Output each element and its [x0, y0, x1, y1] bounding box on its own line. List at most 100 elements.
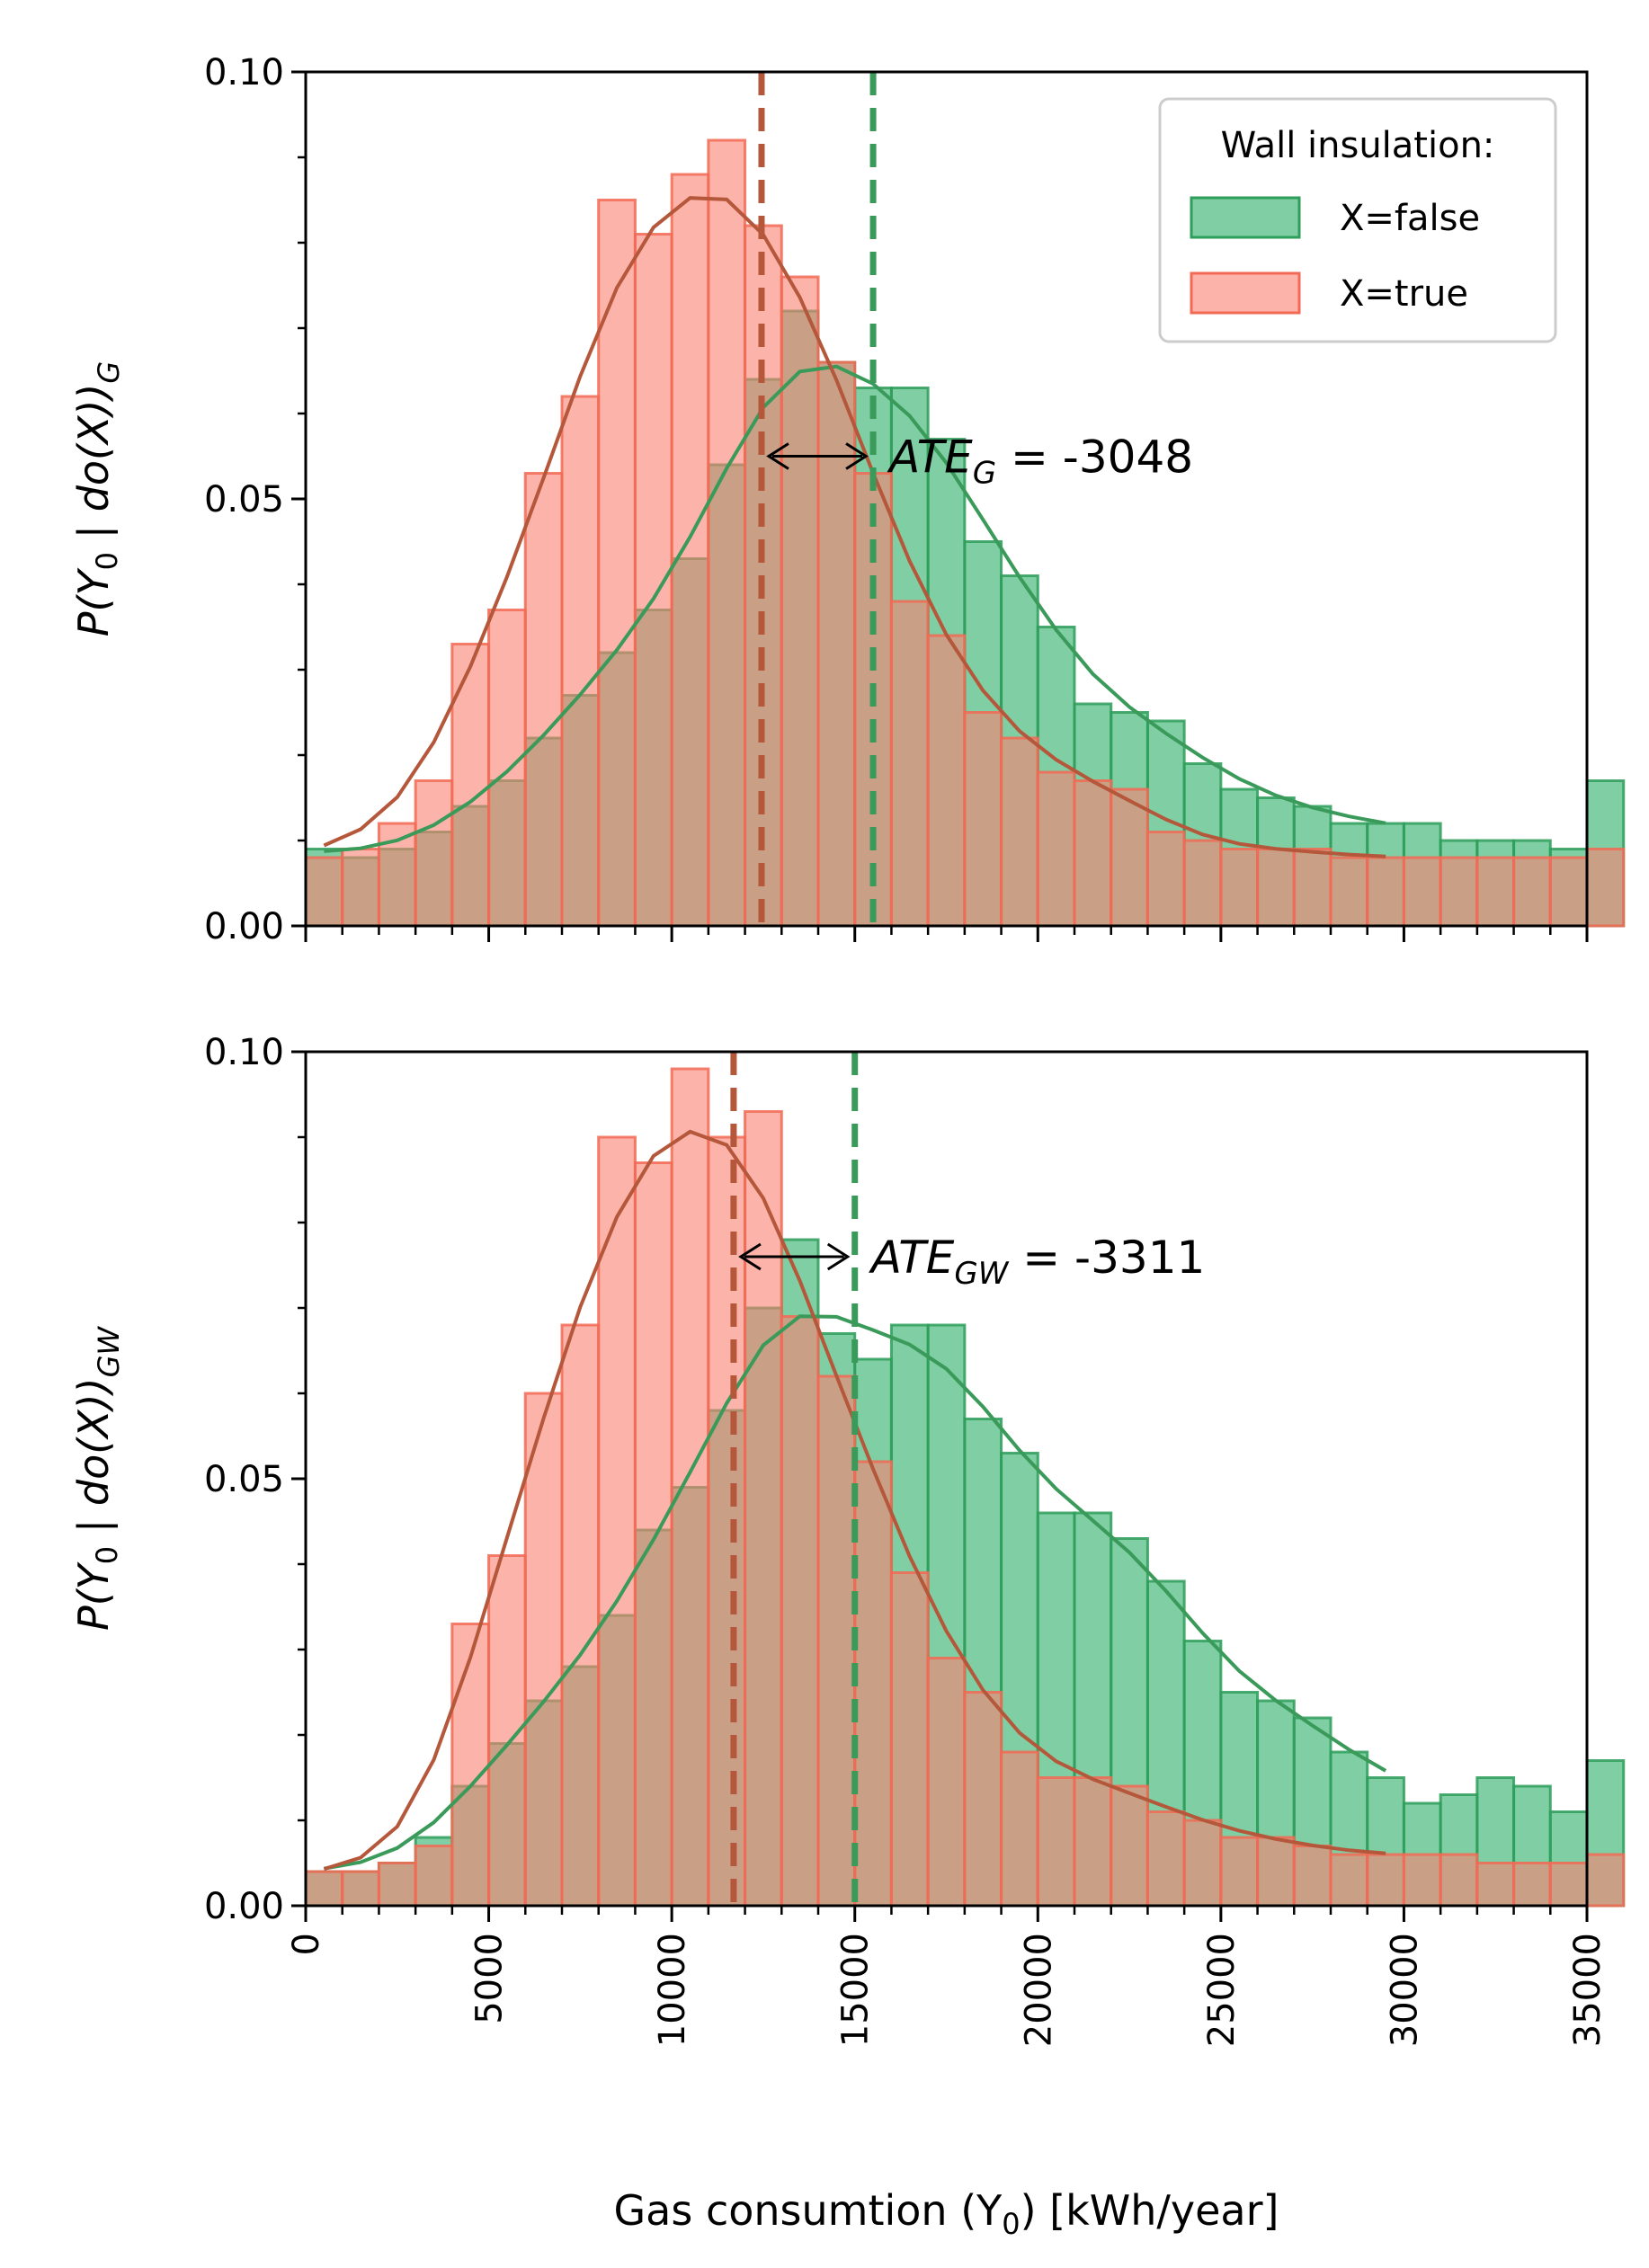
ate-arrow-head-right: [845, 442, 869, 470]
bar: [1110, 1784, 1149, 1908]
bar: [1366, 856, 1405, 928]
y-axis-label: P(Y0 | do(X))GW: [69, 1326, 126, 1631]
y-axis-label: P(Y0 | do(X))G: [69, 361, 126, 636]
y-tick-label: 0.10: [204, 1032, 284, 1073]
y-tick-label: 0.05: [204, 1459, 284, 1500]
bar: [1000, 1750, 1039, 1908]
bar: [414, 1845, 454, 1908]
bar: [1366, 1853, 1405, 1908]
ate-arrow-head-right: [826, 1242, 851, 1271]
bar: [926, 1657, 967, 1908]
bar: [780, 275, 820, 928]
legend-swatch-true: [1190, 271, 1301, 315]
bar: [1036, 1776, 1076, 1908]
bar: [670, 1067, 710, 1908]
bar: [670, 173, 710, 928]
bar: [1292, 848, 1333, 928]
bar: [707, 138, 747, 928]
bar: [560, 395, 601, 928]
bar: [1548, 856, 1589, 928]
bar: [341, 1870, 380, 1908]
y-tick-label: 0.05: [204, 479, 284, 520]
bar: [1292, 1845, 1333, 1908]
bar: [377, 1862, 417, 1908]
x-tick-label: 20000: [1018, 1933, 1059, 2047]
bar: [1512, 1862, 1552, 1908]
bar: [1585, 1853, 1626, 1908]
bar: [1219, 1836, 1260, 1908]
bottom-panel: ATEGW = -3311 0.00 0.05 0.10 0 5000 10000 15000…: [69, 1032, 1626, 2241]
bar: [1073, 1776, 1113, 1908]
bar: [450, 1623, 491, 1908]
y-tick-label: 0.00: [204, 906, 284, 947]
y-tick-label: 0.00: [204, 1886, 284, 1927]
bar: [414, 779, 454, 928]
bar: [487, 609, 527, 928]
bar: [707, 1135, 747, 1908]
bar: [1256, 848, 1296, 928]
ate-arrow: [738, 1242, 851, 1271]
bar: [889, 1571, 930, 1908]
x-tick-label: 10000: [652, 1933, 693, 2047]
bar: [450, 643, 491, 928]
bar: [1329, 856, 1369, 928]
bar: [963, 711, 1003, 928]
x-tick-label: 30000: [1384, 1933, 1425, 2047]
bar: [1402, 1853, 1442, 1908]
bar: [853, 1460, 893, 1908]
bar: [1475, 856, 1516, 928]
ate-annotation: ATEG = -3048: [887, 431, 1193, 492]
bar: [780, 1315, 820, 1908]
bar: [523, 1392, 564, 1908]
bar: [1512, 856, 1552, 928]
bar: [1256, 1836, 1296, 1908]
y-tick-label: 0.10: [204, 52, 284, 93]
bar: [889, 600, 930, 928]
legend: Wall insulation: X=false X=true: [1158, 97, 1557, 343]
bar: [597, 1135, 637, 1908]
ate-arrow-head-left: [766, 442, 789, 470]
bar: [1073, 779, 1113, 928]
bar: [1036, 770, 1076, 928]
bar: [1145, 1810, 1186, 1908]
bar: [523, 472, 564, 928]
bar: [816, 1374, 857, 1908]
density-curve-true: [323, 196, 1386, 858]
bar: [1475, 1862, 1516, 1908]
legend-title: Wall insulation:: [1221, 125, 1495, 166]
ate-annotation: ATEGW = -3311: [869, 1232, 1206, 1292]
bar: [597, 199, 637, 928]
bar: [926, 634, 967, 928]
x-tick-label: 0: [286, 1933, 327, 1955]
bar: [1110, 787, 1149, 928]
density-curve-false: [324, 364, 1386, 853]
bar: [1145, 831, 1186, 928]
bar: [1585, 848, 1626, 928]
x-tick-label: 5000: [469, 1933, 511, 2024]
ate-arrow: [766, 442, 869, 470]
bar: [1329, 1853, 1369, 1908]
bar: [633, 1161, 673, 1908]
bar: [1219, 848, 1260, 928]
x-axis-label: Gas consumtion (Y0) [kWh/year]: [614, 2186, 1279, 2241]
bar: [1182, 839, 1223, 928]
x-tick-label: 25000: [1201, 1933, 1243, 2047]
bar: [1439, 1853, 1479, 1908]
series-true-bars: [304, 1067, 1626, 1908]
bar: [304, 1870, 344, 1908]
x-tick-label: 35000: [1567, 1933, 1609, 2047]
bar: [341, 848, 380, 928]
legend-swatch-false: [1190, 196, 1301, 239]
bar: [1548, 1862, 1589, 1908]
bar: [1000, 736, 1039, 928]
bar: [560, 1323, 601, 1908]
legend-item-label: X=true: [1340, 273, 1468, 315]
bar: [304, 856, 344, 928]
x-tick-label: 15000: [835, 1933, 877, 2047]
ate-arrow-head-left: [738, 1242, 762, 1271]
bar: [1439, 856, 1479, 928]
legend-item-label: X=false: [1340, 198, 1480, 239]
bar: [1182, 1819, 1223, 1908]
bar: [963, 1691, 1003, 1908]
